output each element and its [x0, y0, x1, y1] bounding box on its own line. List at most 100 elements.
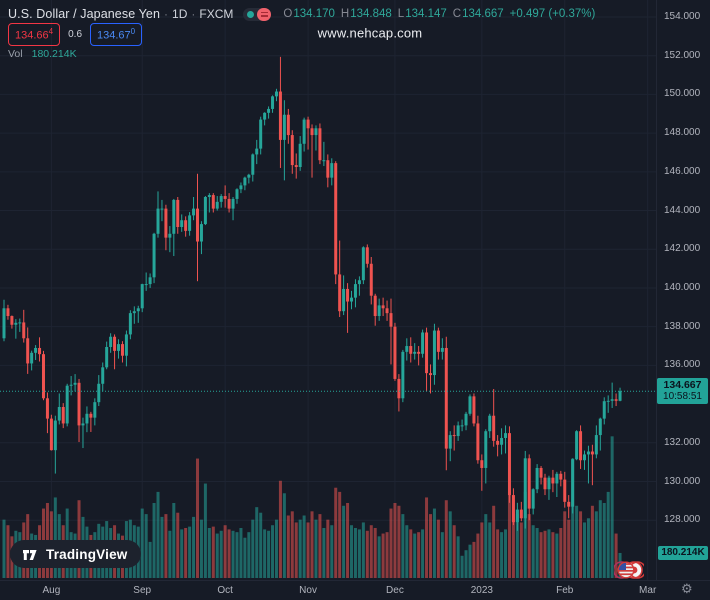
volume-bar	[436, 519, 440, 578]
price-tick-label[interactable]: 144.000	[664, 204, 701, 216]
close-value: 134.667	[462, 8, 504, 20]
volume-bar	[314, 519, 318, 578]
volume-bar	[606, 491, 610, 578]
price-tick-label[interactable]: 136.000	[664, 359, 701, 371]
price-tick-label[interactable]: 146.000	[664, 165, 701, 177]
price-tick-label[interactable]: 138.000	[664, 320, 701, 332]
candle-body	[598, 418, 602, 436]
volume-bar	[440, 532, 444, 578]
volume-bar	[286, 515, 290, 578]
separator: ·	[164, 7, 169, 21]
candle-body	[180, 220, 184, 228]
time-tick-label[interactable]: Oct	[217, 585, 233, 596]
candle-body	[128, 313, 132, 335]
candle-body	[10, 316, 14, 325]
volume-bar	[184, 528, 188, 578]
symbol-flags-icon[interactable]	[614, 560, 644, 580]
candle-body	[192, 208, 196, 216]
symbol-title[interactable]: U.S. Dollar / Japanese Yen	[8, 7, 161, 21]
time-tick-label[interactable]: Dec	[386, 585, 404, 596]
sell-button[interactable]: 134.664	[8, 23, 61, 46]
buy-button[interactable]: 134.670	[90, 23, 143, 46]
spread-value: 0.6	[68, 29, 83, 40]
candle-body	[373, 295, 377, 317]
candle-body	[267, 108, 271, 113]
candle-body	[425, 332, 429, 374]
exchange-label[interactable]: FXCM	[199, 7, 234, 21]
volume-bar	[290, 511, 294, 578]
last-volume-label: 180.214K	[658, 545, 708, 560]
volume-bar	[456, 536, 460, 578]
candle-body	[606, 400, 610, 402]
candle-body	[547, 477, 551, 490]
candle-body	[515, 509, 519, 523]
volume-bar	[338, 491, 342, 578]
volume-bar	[164, 514, 168, 578]
time-tick-label[interactable]: Mar	[639, 585, 657, 596]
interval-label[interactable]: 1D	[172, 7, 188, 21]
candle-body	[271, 96, 275, 109]
time-tick-label[interactable]: Aug	[42, 585, 61, 596]
time-tick-label[interactable]: Sep	[133, 585, 152, 596]
candle-body	[53, 420, 57, 451]
candle-body	[432, 330, 436, 376]
price-tick-label[interactable]: 128.000	[664, 514, 701, 526]
candle-body	[30, 352, 34, 364]
price-tick-label[interactable]: 130.000	[664, 475, 701, 487]
candle-body	[353, 284, 357, 298]
time-tick-label[interactable]: Feb	[556, 585, 574, 596]
volume-bar	[353, 528, 357, 578]
price-tick-label[interactable]: 140.000	[664, 281, 701, 293]
candle-body	[346, 288, 350, 302]
volume-bar	[77, 500, 81, 578]
candle-body	[144, 284, 148, 286]
volume-bar	[255, 507, 259, 578]
candle-body	[369, 263, 373, 296]
price-tick-label[interactable]: 150.000	[664, 88, 701, 100]
candle-body	[618, 391, 622, 401]
volume-bar	[484, 514, 488, 578]
time-tick-label[interactable]: 2023	[470, 585, 493, 596]
candle-body	[156, 208, 160, 234]
candle-body	[571, 459, 575, 507]
volume-bar	[373, 528, 377, 578]
candle-body	[274, 91, 278, 97]
time-tick-label[interactable]: Nov	[299, 585, 317, 596]
volume-bar	[322, 528, 326, 578]
volume-bar	[575, 505, 579, 578]
price-tick-label[interactable]: 132.000	[664, 436, 701, 448]
volume-bar	[555, 533, 559, 578]
candle-body	[26, 338, 30, 364]
volume-value: 180.214K	[31, 48, 77, 60]
source-toggle[interactable]	[243, 7, 272, 21]
candle-body	[314, 128, 318, 136]
price-tick-label[interactable]: 154.000	[664, 11, 701, 22]
tradingview-logo[interactable]: TradingView	[10, 540, 142, 568]
candle-body	[338, 274, 342, 312]
candle-body	[22, 322, 26, 339]
price-tick-label[interactable]: 148.000	[664, 127, 701, 139]
candle-body	[203, 197, 207, 225]
gear-icon[interactable]: ⚙	[681, 581, 693, 596]
candle-body	[49, 418, 53, 451]
candle-body	[294, 165, 298, 168]
candle-body	[188, 215, 192, 231]
volume-bar	[267, 530, 271, 578]
volume-bar	[452, 525, 456, 578]
price-tick-label[interactable]: 142.000	[664, 243, 701, 255]
volume-legend-row: Vol 180.214K	[8, 48, 595, 60]
candle-body	[448, 435, 452, 449]
volume-bar	[168, 530, 172, 578]
volume-key[interactable]: Vol	[8, 48, 23, 60]
candle-body	[132, 311, 136, 314]
volume-bar	[219, 530, 223, 578]
candle-body	[105, 347, 109, 368]
price-tick-label[interactable]: 152.000	[664, 49, 701, 61]
candle-body	[310, 128, 314, 136]
volume-bar	[346, 503, 350, 578]
legend-menu-icon[interactable]	[257, 7, 272, 21]
volume-bar	[583, 522, 587, 578]
candle-body	[511, 495, 515, 523]
volume-bar	[334, 487, 338, 578]
